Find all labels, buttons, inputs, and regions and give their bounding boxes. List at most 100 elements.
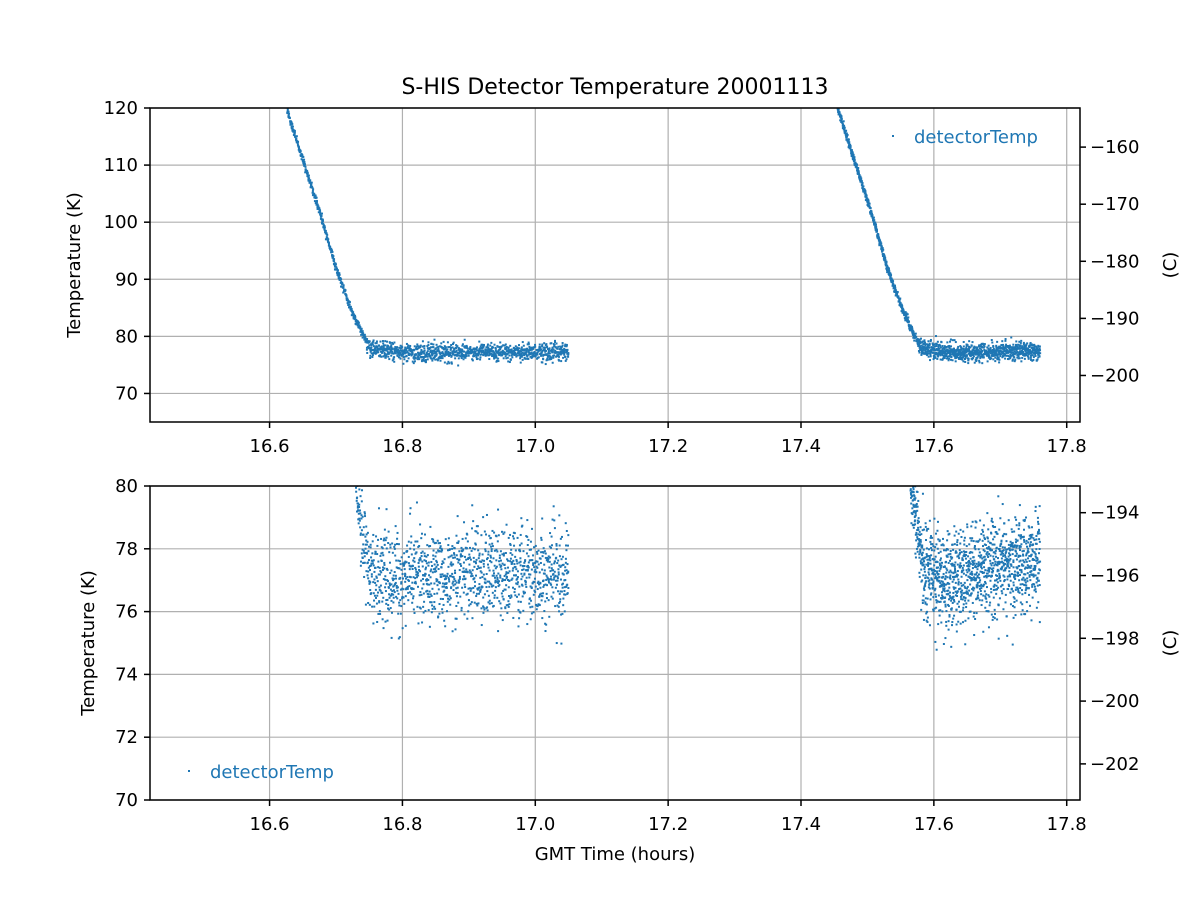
data-point bbox=[404, 560, 407, 563]
data-point bbox=[478, 583, 481, 586]
data-point bbox=[431, 571, 434, 574]
data-point bbox=[501, 580, 504, 583]
data-point bbox=[912, 526, 915, 529]
data-point bbox=[419, 607, 422, 610]
data-point bbox=[944, 577, 947, 580]
data-point bbox=[562, 573, 565, 576]
data-point bbox=[490, 352, 493, 355]
data-point bbox=[319, 209, 322, 212]
data-point bbox=[412, 608, 415, 611]
data-point bbox=[528, 559, 531, 562]
data-point bbox=[965, 602, 968, 605]
data-point bbox=[315, 199, 318, 202]
data-point bbox=[521, 358, 524, 361]
data-point bbox=[356, 496, 359, 499]
data-point bbox=[402, 356, 405, 359]
data-point bbox=[391, 542, 394, 545]
data-point bbox=[1031, 354, 1034, 357]
data-point bbox=[455, 347, 458, 350]
data-point bbox=[368, 603, 371, 606]
data-point bbox=[1027, 353, 1030, 356]
data-point bbox=[542, 579, 545, 582]
data-point bbox=[366, 561, 369, 564]
x-tick-label: 16.8 bbox=[382, 436, 422, 457]
data-point bbox=[556, 562, 559, 565]
data-point bbox=[368, 545, 371, 548]
data-point bbox=[361, 489, 364, 492]
data-point bbox=[496, 359, 499, 362]
data-point bbox=[465, 558, 468, 561]
data-point bbox=[974, 346, 977, 349]
data-point bbox=[364, 543, 367, 546]
data-point bbox=[886, 264, 889, 267]
data-point bbox=[420, 593, 423, 596]
data-point bbox=[1017, 357, 1020, 360]
data-point bbox=[858, 174, 861, 177]
data-point bbox=[465, 547, 468, 550]
data-point bbox=[414, 582, 417, 585]
data-point bbox=[449, 563, 452, 566]
data-point bbox=[970, 570, 973, 573]
data-point bbox=[965, 354, 968, 357]
data-point bbox=[502, 554, 505, 557]
data-point bbox=[1015, 348, 1018, 351]
data-point bbox=[905, 313, 908, 316]
data-point bbox=[904, 311, 907, 314]
data-point bbox=[530, 346, 533, 349]
data-point bbox=[966, 526, 969, 529]
data-point bbox=[293, 131, 296, 134]
data-point bbox=[529, 606, 532, 609]
data-point bbox=[962, 347, 965, 350]
data-point bbox=[505, 523, 508, 526]
data-point bbox=[892, 280, 895, 283]
data-point bbox=[520, 348, 523, 351]
data-point bbox=[374, 581, 377, 584]
data-point bbox=[946, 576, 949, 579]
data-point bbox=[952, 617, 955, 620]
data-point bbox=[392, 601, 395, 604]
data-point bbox=[460, 564, 463, 567]
data-point bbox=[454, 579, 457, 582]
y-right-tick-label: −180 bbox=[1090, 251, 1139, 272]
data-point bbox=[917, 342, 920, 345]
data-point bbox=[434, 347, 437, 350]
data-point bbox=[430, 357, 433, 360]
data-point bbox=[476, 525, 479, 528]
data-point bbox=[489, 350, 492, 353]
data-point bbox=[961, 559, 964, 562]
data-point bbox=[877, 234, 880, 237]
x-tick-label: 17.0 bbox=[515, 436, 555, 457]
data-point bbox=[486, 557, 489, 560]
data-point bbox=[1021, 345, 1024, 348]
data-point bbox=[356, 322, 359, 325]
data-point bbox=[917, 338, 920, 341]
data-point bbox=[924, 597, 927, 600]
data-point bbox=[536, 560, 539, 563]
data-point bbox=[363, 575, 366, 578]
data-point bbox=[536, 552, 539, 555]
data-point bbox=[562, 597, 565, 600]
data-point bbox=[371, 559, 374, 562]
data-point bbox=[944, 352, 947, 355]
data-point bbox=[943, 600, 946, 603]
data-point bbox=[951, 564, 954, 567]
data-point bbox=[359, 509, 362, 512]
data-point bbox=[530, 612, 533, 615]
data-point bbox=[966, 587, 969, 590]
data-point bbox=[926, 352, 929, 355]
data-point bbox=[371, 341, 374, 344]
data-point bbox=[845, 129, 848, 132]
data-point bbox=[497, 630, 500, 633]
data-point bbox=[513, 544, 516, 547]
data-point bbox=[959, 562, 962, 565]
data-point bbox=[528, 346, 531, 349]
data-point bbox=[290, 121, 293, 124]
data-point bbox=[549, 575, 552, 578]
data-point bbox=[532, 593, 535, 596]
data-point bbox=[550, 563, 553, 566]
data-point bbox=[529, 540, 532, 543]
data-point bbox=[559, 352, 562, 355]
data-point bbox=[396, 350, 399, 353]
data-point bbox=[925, 553, 928, 556]
data-point bbox=[447, 346, 450, 349]
